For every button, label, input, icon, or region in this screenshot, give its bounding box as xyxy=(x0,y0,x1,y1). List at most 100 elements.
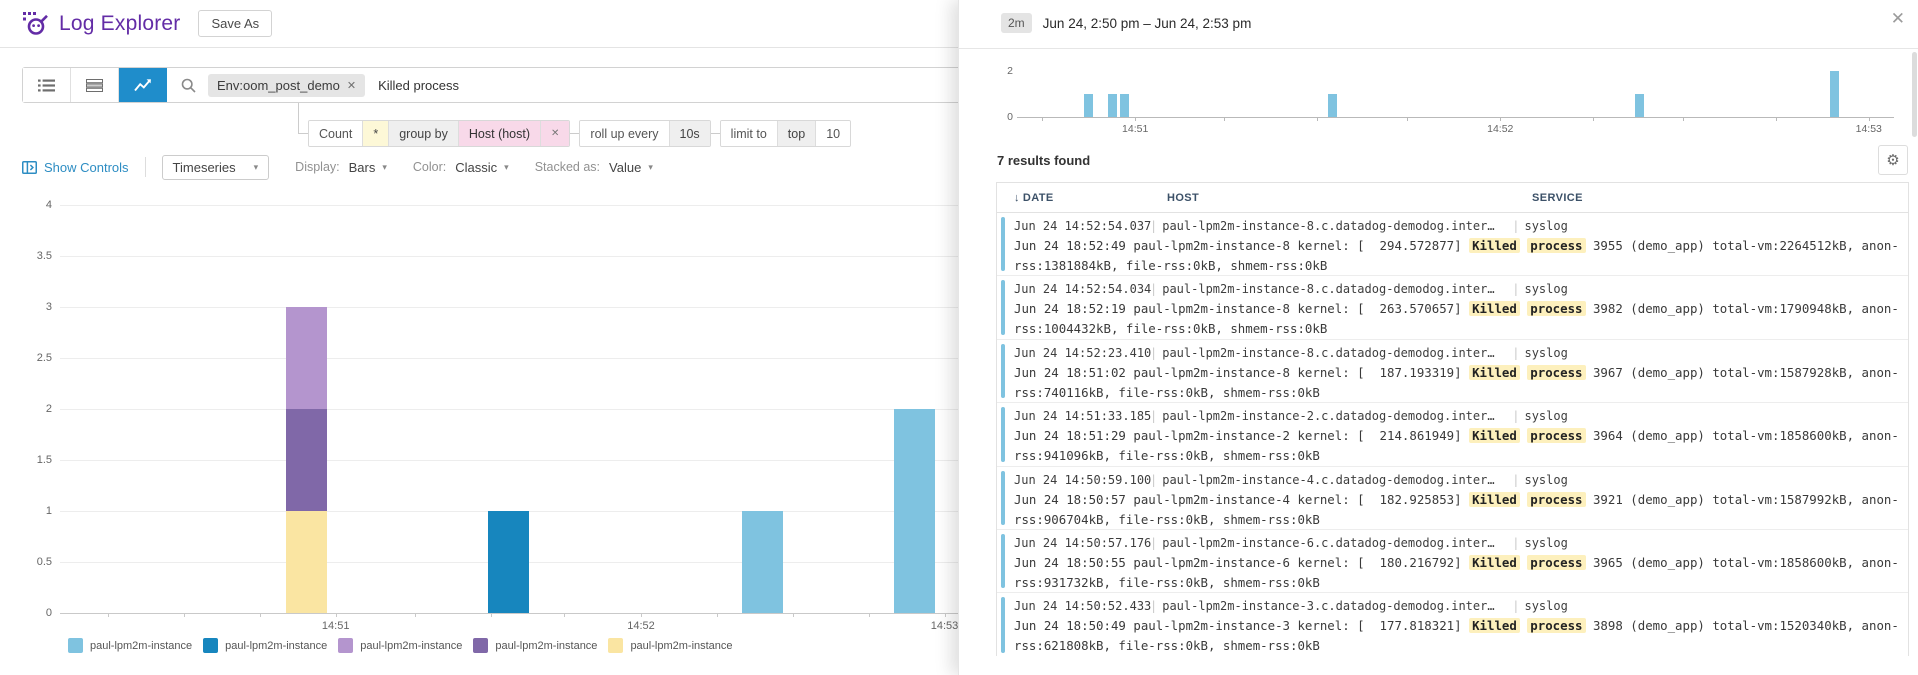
query-pill[interactable]: group by xyxy=(389,121,459,146)
column-header-host[interactable]: HOST xyxy=(1167,192,1199,204)
color-dropdown[interactable]: Classic ▾ xyxy=(455,160,508,175)
query-pill[interactable]: top xyxy=(778,121,816,146)
query-pill[interactable]: roll up every xyxy=(580,121,669,146)
mini-histogram[interactable]: 0214:5114:5214:53 xyxy=(959,48,1918,140)
highlight-term: process xyxy=(1527,428,1585,443)
highlight-term: process xyxy=(1527,618,1585,633)
x-axis-label: 14:52 xyxy=(627,620,655,632)
view-toggle-list[interactable] xyxy=(23,68,71,102)
separator: | xyxy=(1512,473,1519,487)
filter-chip-remove-icon[interactable]: ✕ xyxy=(347,79,356,92)
save-as-button[interactable]: Save As xyxy=(198,10,272,37)
search-bar: Env:oom_post_demo ✕ Killed process xyxy=(22,67,958,103)
legend-item[interactable]: paul-lpm2m-instance xyxy=(203,638,327,653)
log-date: Jun 24 14:50:59.100 xyxy=(1014,473,1145,487)
log-explorer-screen: Log Explorer Save As xyxy=(0,0,1918,675)
page-title: Log Explorer xyxy=(59,12,180,36)
log-row[interactable]: Jun 24 14:52:23.410|paul-lpm2m-instance-… xyxy=(997,340,1908,403)
query-pill[interactable]: Count xyxy=(309,121,363,146)
legend-label: paul-lpm2m-instance xyxy=(225,640,327,652)
log-message: Jun 24 18:51:02 paul-lpm2m-instance-8 ke… xyxy=(1014,363,1900,403)
separator: | xyxy=(1150,409,1157,423)
bar-segment[interactable] xyxy=(1328,94,1337,117)
log-service: syslog xyxy=(1524,599,1567,613)
filter-chip[interactable]: Env:oom_post_demo ✕ xyxy=(208,74,365,97)
bar-segment[interactable] xyxy=(286,307,327,409)
column-header-service[interactable]: SERVICE xyxy=(1532,192,1583,204)
bar-segment[interactable] xyxy=(286,511,327,613)
legend-item[interactable]: paul-lpm2m-instance xyxy=(68,638,192,653)
stacked-as-value: Value xyxy=(609,160,641,175)
log-date: Jun 24 14:52:54.034 xyxy=(1014,282,1145,296)
axis-tick xyxy=(1224,117,1225,121)
bar-segment[interactable] xyxy=(488,511,529,613)
query-pill[interactable]: limit to xyxy=(721,121,778,146)
log-row[interactable]: Jun 24 14:50:59.100|paul-lpm2m-instance-… xyxy=(997,467,1908,530)
bar-segment[interactable] xyxy=(742,511,783,613)
legend-item[interactable]: paul-lpm2m-instance xyxy=(608,638,732,653)
message-text: Jun 24 18:50:49 paul-lpm2m-instance-3 ke… xyxy=(1014,618,1469,633)
separator: | xyxy=(1512,219,1519,233)
stacked-as-dropdown[interactable]: Value ▾ xyxy=(609,160,653,175)
query-pill[interactable]: Host (host) xyxy=(459,121,541,146)
panel-close-icon[interactable]: ✕ xyxy=(1891,9,1905,29)
log-detail-panel: ✕ 2m Jun 24, 2:50 pm – Jun 24, 2:53 pm 0… xyxy=(958,0,1918,675)
display-dropdown[interactable]: Bars ▾ xyxy=(349,160,387,175)
log-row[interactable]: Jun 24 14:52:54.037|paul-lpm2m-instance-… xyxy=(997,213,1908,276)
separator: | xyxy=(1512,599,1519,613)
x-axis-label: 14:51 xyxy=(1122,123,1148,135)
sort-desc-icon: ↓ xyxy=(1014,192,1020,204)
separator: | xyxy=(1512,282,1519,296)
log-row[interactable]: Jun 24 14:50:52.433|paul-lpm2m-instance-… xyxy=(997,593,1908,656)
table-settings-button[interactable]: ⚙ xyxy=(1878,145,1908,175)
log-table: ↓DATE HOST SERVICE Jun 24 14:52:54.037|p… xyxy=(996,182,1909,656)
legend-item[interactable]: paul-lpm2m-instance xyxy=(473,638,597,653)
bar-segment[interactable] xyxy=(1120,94,1129,117)
legend-swatch xyxy=(338,638,353,653)
gridline xyxy=(60,409,958,410)
duration-badge: 2m xyxy=(1001,13,1032,33)
bar-segment[interactable] xyxy=(286,409,327,511)
timeseries-view-icon xyxy=(134,78,152,92)
bar-segment[interactable] xyxy=(1635,94,1644,117)
log-row-meta: Jun 24 14:52:23.410|paul-lpm2m-instance-… xyxy=(1014,345,1900,361)
log-host: paul-lpm2m-instance-3.c.datadog-demodog.… xyxy=(1162,599,1507,613)
log-row-meta: Jun 24 14:50:57.176|paul-lpm2m-instance-… xyxy=(1014,535,1900,551)
search-query-input[interactable]: Killed process xyxy=(378,78,459,93)
message-text: Jun 24 18:50:57 paul-lpm2m-instance-4 ke… xyxy=(1014,492,1469,507)
severity-indicator xyxy=(1001,280,1005,334)
query-pill-group: limit totop10 xyxy=(720,120,851,147)
scrollbar[interactable] xyxy=(1912,52,1917,137)
bar-segment[interactable] xyxy=(1084,94,1093,117)
query-pill[interactable]: * xyxy=(363,121,389,146)
list-view-icon xyxy=(38,79,55,92)
log-row[interactable]: Jun 24 14:50:57.176|paul-lpm2m-instance-… xyxy=(997,530,1908,593)
log-row[interactable]: Jun 24 14:52:54.034|paul-lpm2m-instance-… xyxy=(997,276,1908,339)
axis-tick xyxy=(184,613,185,617)
timeseries-chart[interactable]: 00.511.522.533.5414:5114:5214:53 xyxy=(0,195,958,640)
log-date: Jun 24 14:50:57.176 xyxy=(1014,536,1145,550)
highlight-term: Killed xyxy=(1469,555,1520,570)
axis-tick xyxy=(793,613,794,617)
x-axis-label: 14:51 xyxy=(322,620,350,632)
log-row[interactable]: Jun 24 14:51:33.185|paul-lpm2m-instance-… xyxy=(997,403,1908,466)
legend-item[interactable]: paul-lpm2m-instance xyxy=(338,638,462,653)
highlight-term: process xyxy=(1527,365,1585,380)
column-header-date[interactable]: ↓DATE xyxy=(1014,192,1054,204)
query-pill-group: Count*group byHost (host)✕ xyxy=(308,120,570,147)
show-controls-button[interactable]: Show Controls xyxy=(22,160,129,175)
bar-segment[interactable] xyxy=(1830,71,1839,117)
bar-segment[interactable] xyxy=(894,409,935,613)
main-area: Log Explorer Save As xyxy=(0,0,958,675)
query-pill[interactable]: ✕ xyxy=(541,121,569,146)
bar-segment[interactable] xyxy=(1108,94,1117,117)
query-pill[interactable]: 10s xyxy=(670,121,710,146)
view-toggle-patterns[interactable] xyxy=(71,68,119,102)
view-toggle-timeseries[interactable] xyxy=(119,68,167,102)
chevron-down-icon: ▾ xyxy=(382,162,387,173)
query-pill-group: roll up every10s xyxy=(579,120,710,147)
severity-indicator xyxy=(1001,471,1005,525)
query-pill[interactable]: 10 xyxy=(816,121,850,146)
viz-type-dropdown[interactable]: Timeseries ▾ xyxy=(162,155,270,180)
highlight-term: process xyxy=(1527,301,1585,316)
